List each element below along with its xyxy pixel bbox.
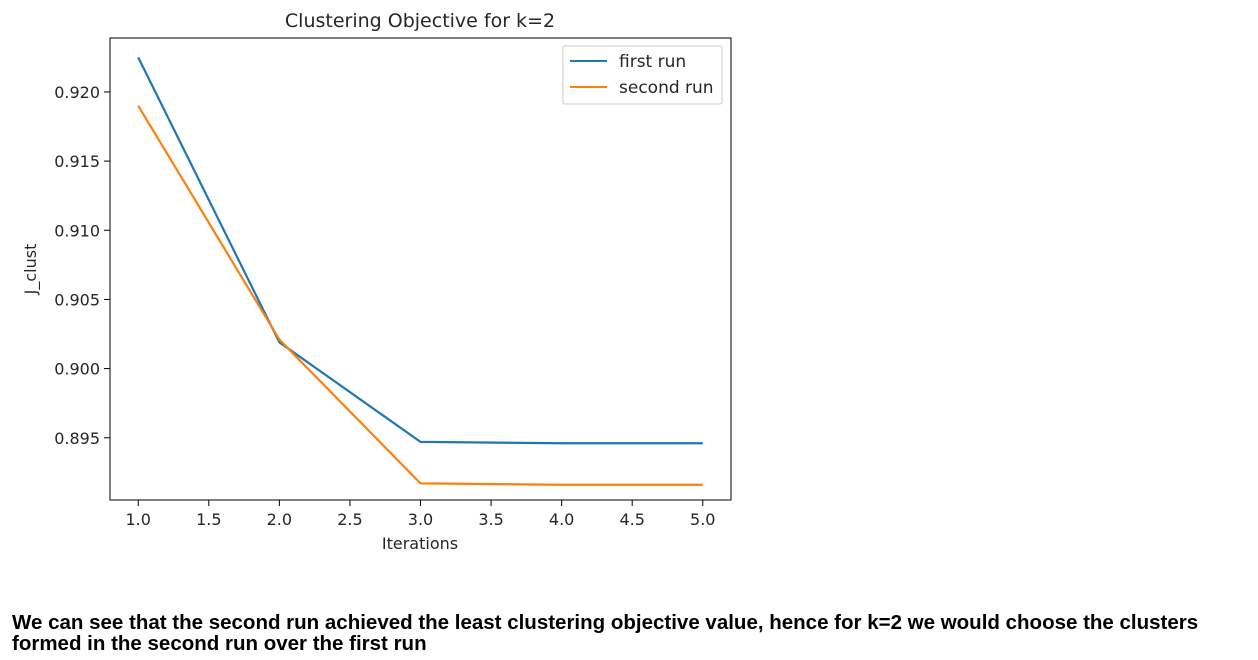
- legend: first run second run: [562, 45, 723, 105]
- series-layer: [137, 56, 703, 486]
- y-tick-label: 0.910: [54, 221, 100, 240]
- x-tick-label: 4.0: [549, 510, 574, 529]
- x-tick-label: 4.5: [619, 510, 644, 529]
- x-tick-label: 3.0: [408, 510, 433, 529]
- legend-label-first-run: first run: [619, 52, 686, 72]
- y-tick-label: 0.905: [54, 290, 100, 309]
- legend-label-second-run: second run: [619, 78, 714, 98]
- x-tick-label: 1.5: [196, 510, 221, 529]
- x-tick-label: 2.5: [337, 510, 362, 529]
- x-tick-label: 5.0: [690, 510, 715, 529]
- x-tick-label: 2.0: [267, 510, 292, 529]
- y-tick-label: 0.900: [54, 360, 100, 379]
- y-tick-label: 0.895: [54, 429, 100, 448]
- x-tick-label: 3.5: [478, 510, 503, 529]
- line-chart: Clustering Objective for k=2 1.0 1.5 2.0 2.…: [21, 10, 732, 553]
- series-line-first-run: [137, 56, 703, 445]
- tick-layer: 1.0 1.5 2.0 2.5 3.0 3.5 4.0 4.5 5.0 0.895 0.900 0.9…: [54, 83, 715, 529]
- y-tick-label: 0.920: [54, 83, 100, 102]
- series-line-second-run: [137, 105, 703, 486]
- x-tick-label: 1.0: [126, 510, 151, 529]
- caption-text: We can see that the second run achieved …: [12, 611, 1199, 655]
- x-axis-label: Iterations: [382, 534, 458, 553]
- plot-frame: [109, 37, 732, 501]
- y-axis-label: J_clust: [21, 244, 41, 296]
- y-tick-label: 0.915: [54, 152, 100, 171]
- chart-title: Clustering Objective for k=2: [285, 10, 555, 32]
